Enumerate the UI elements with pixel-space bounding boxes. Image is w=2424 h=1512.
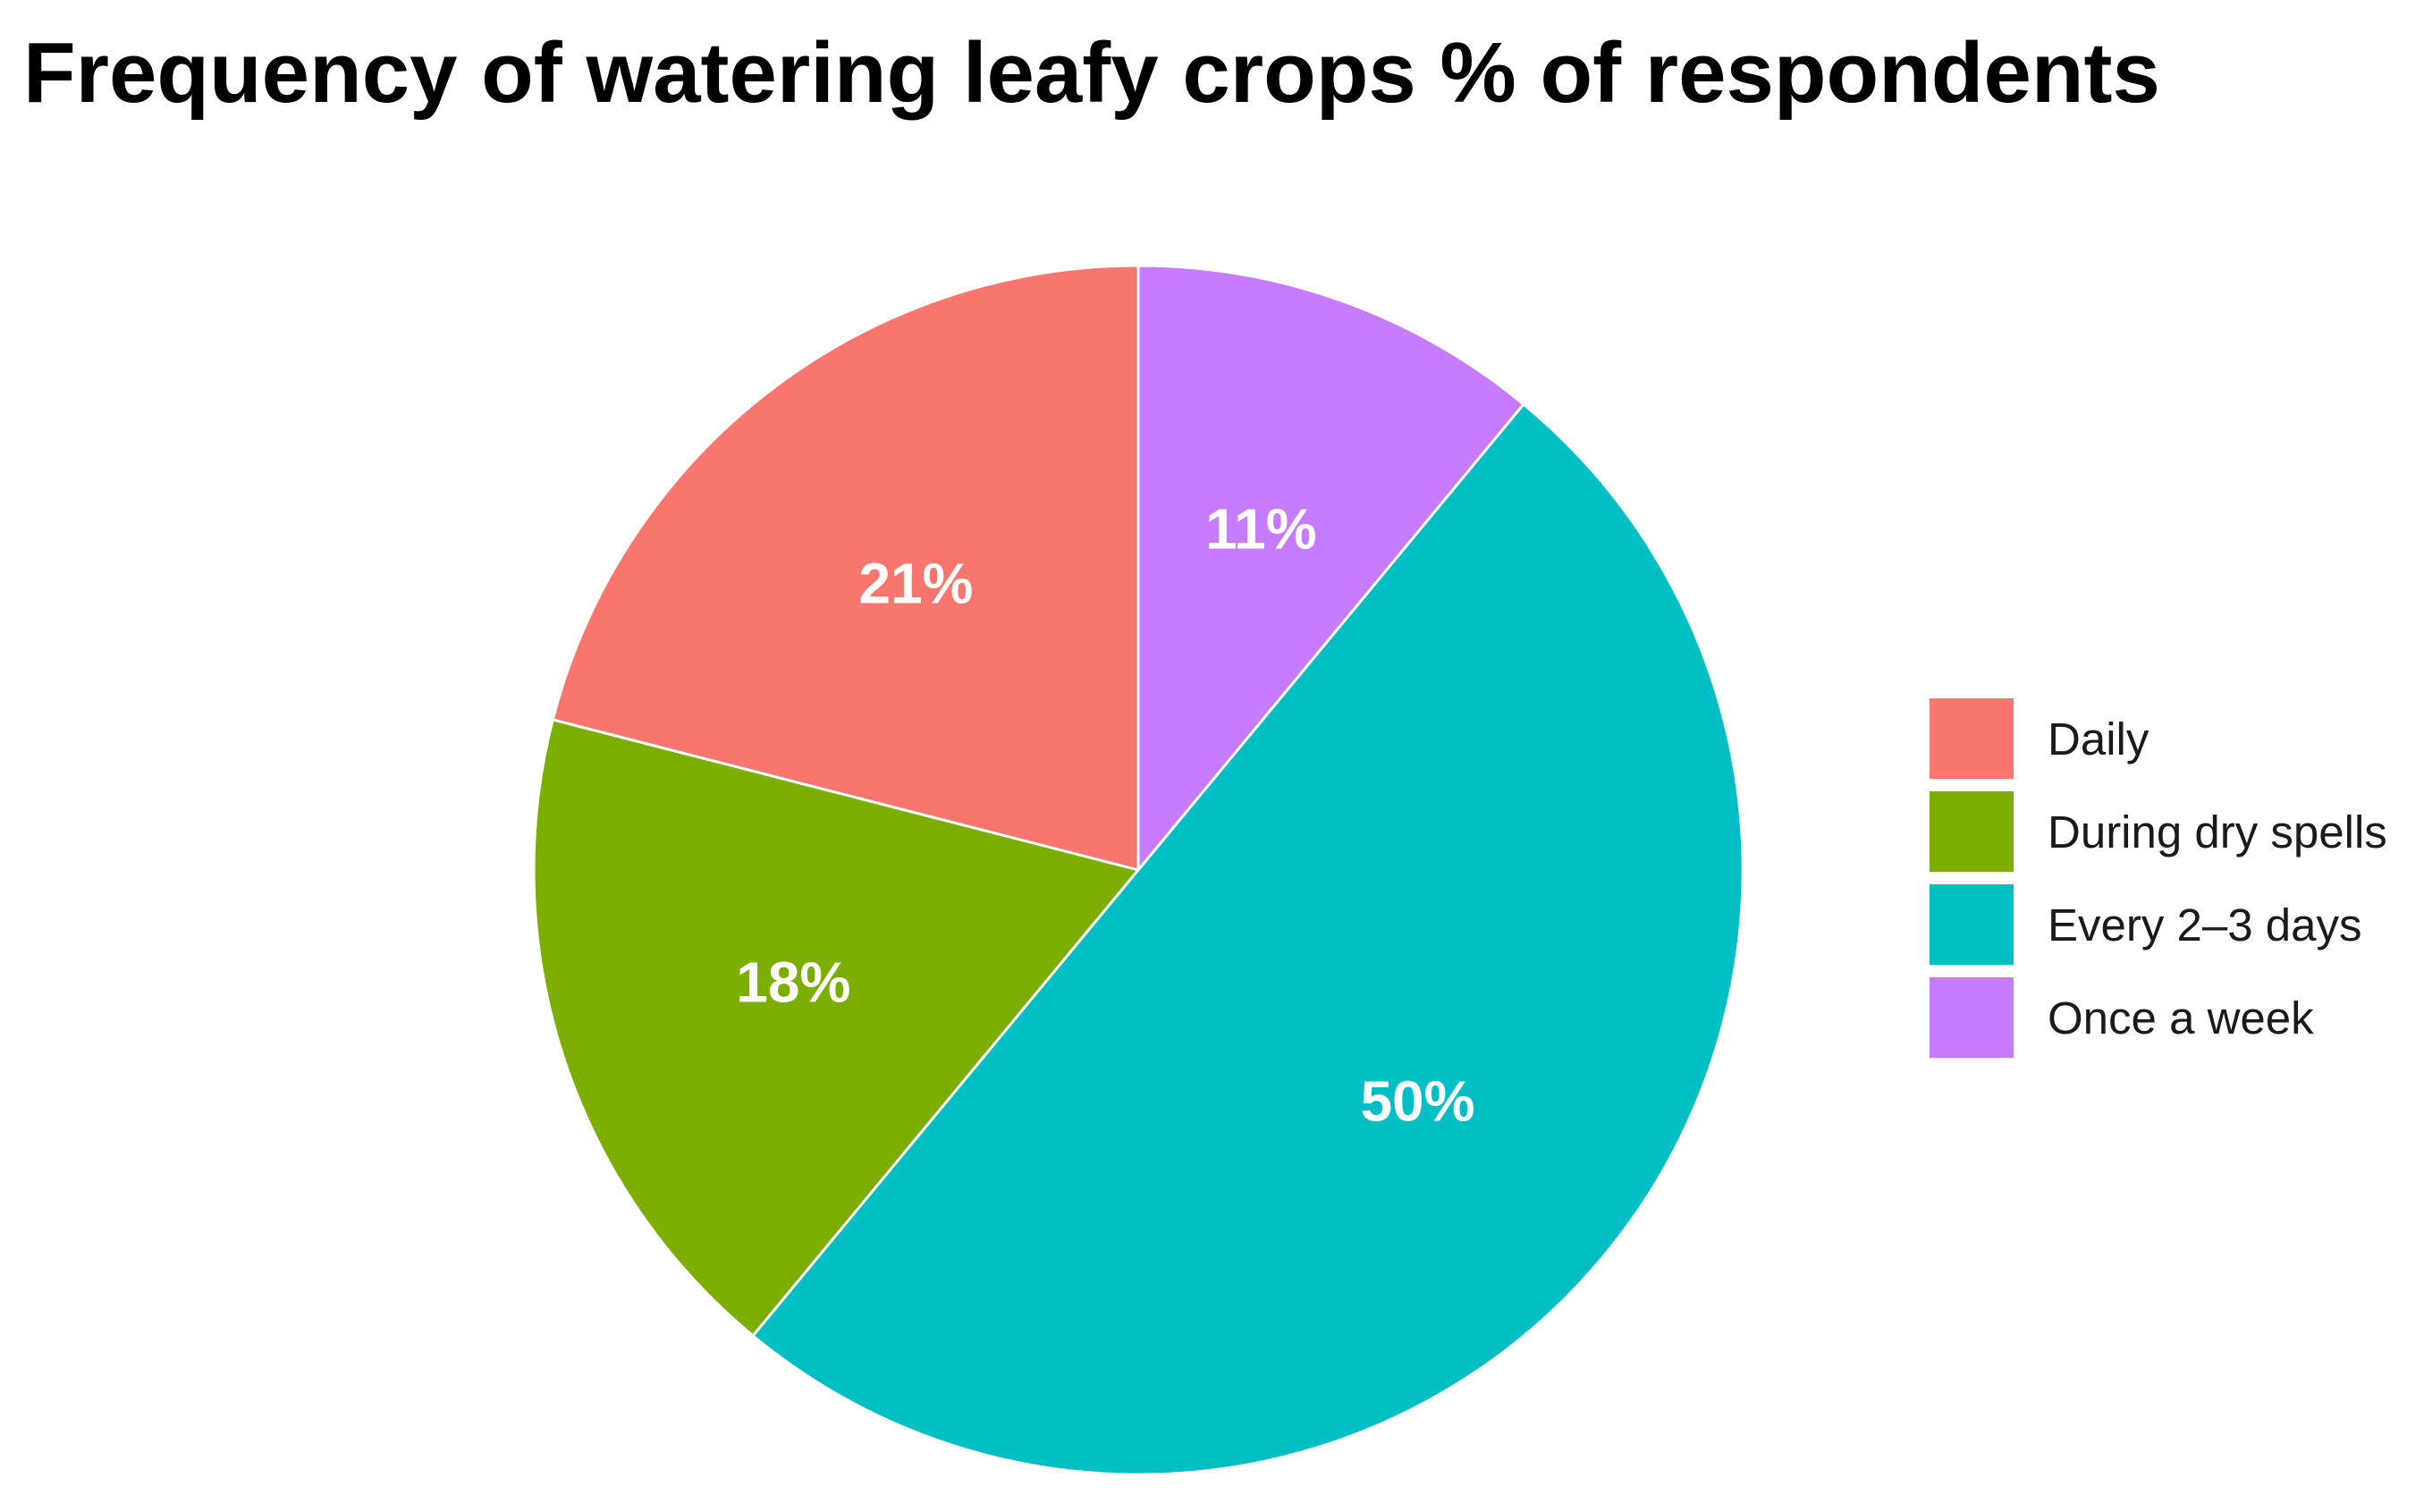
legend-label-daily: Daily — [2048, 713, 2150, 764]
slice-label-daily: 21% — [858, 552, 973, 616]
pie-slice-labels: 21% 18% 50% 11% — [736, 496, 1474, 1133]
slice-label-during-dry-spells: 18% — [736, 950, 850, 1014]
chart-title: Frequency of watering leafy crops % of r… — [23, 25, 2160, 121]
pie-slice-daily — [551, 264, 1140, 872]
legend-item-daily: Daily — [1930, 692, 2387, 785]
pie-slices — [532, 264, 1744, 1476]
legend-item-once-a-week: Once a week — [1930, 971, 2387, 1064]
legend: Daily During dry spells Every 2–3 days O… — [1930, 692, 2387, 1064]
legend-item-every-2-3-days: Every 2–3 days — [1930, 878, 2387, 971]
legend-swatch-every-2-3-days — [1930, 884, 2014, 965]
slice-label-every-2-3-days: 50% — [1360, 1069, 1474, 1134]
slice-label-once-a-week: 11% — [1205, 496, 1317, 561]
pie-slice-during-dry-spells — [532, 718, 1141, 1338]
legend-label-once-a-week: Once a week — [2048, 992, 2314, 1043]
legend-swatch-daily — [1930, 698, 2014, 779]
pie-slice-once-a-week — [1136, 264, 1526, 874]
legend-swatch-during-dry-spells — [1930, 791, 2014, 872]
pie-slice-every-2-3-days — [750, 402, 1744, 1476]
legend-label-during-dry-spells: During dry spells — [2048, 806, 2387, 857]
legend-item-during-dry-spells: During dry spells — [1930, 785, 2387, 878]
legend-label-every-2-3-days: Every 2–3 days — [2048, 899, 2362, 950]
legend-swatch-once-a-week — [1930, 977, 2014, 1058]
